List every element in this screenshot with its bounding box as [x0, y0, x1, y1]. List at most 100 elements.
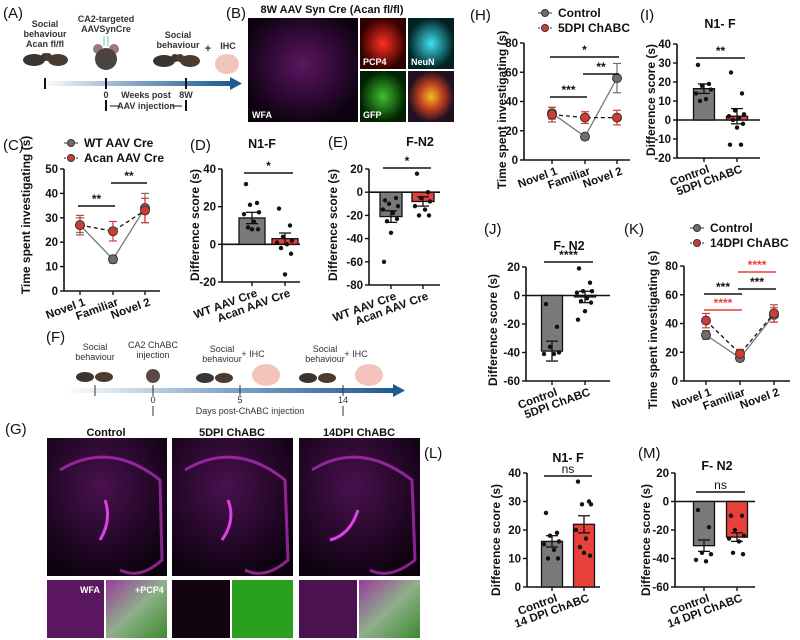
merge-inset-14dpi — [359, 580, 420, 638]
brain-icon — [355, 364, 383, 386]
y-tick-label: 20 — [505, 126, 518, 138]
timeline-bar — [65, 388, 395, 393]
significance-label: * — [405, 154, 410, 168]
legend-marker — [67, 154, 75, 162]
data-point — [276, 206, 282, 211]
merge-inset-5dpi — [232, 580, 293, 638]
data-point — [706, 81, 712, 87]
y-tick-label: 60 — [665, 290, 678, 302]
wfa-inset-14dpi — [299, 580, 357, 638]
legend-marker — [541, 24, 549, 32]
significance-label: ns — [562, 462, 575, 476]
step-label: CA2-targeted — [78, 14, 135, 24]
y-tick-label: -40 — [346, 234, 363, 246]
data-point — [556, 350, 562, 355]
data-point — [738, 142, 744, 147]
data-point — [280, 234, 286, 239]
data-point — [278, 245, 284, 251]
data-point — [587, 280, 593, 285]
legend-label: 5DPI ChABC — [558, 21, 630, 35]
data-point — [612, 112, 622, 123]
images-g: Control 5DPI ChABC 14DPI ChABC WFA +PCP4 — [47, 427, 420, 638]
legend-marker — [541, 9, 549, 17]
column-title: Control — [86, 427, 125, 439]
step-label: Social — [83, 342, 108, 352]
step-label: behaviour — [202, 354, 242, 364]
data-point — [703, 96, 709, 102]
panel-label-d: (D) — [190, 137, 211, 154]
data-point — [701, 315, 711, 326]
y-tick-label: 0 — [357, 187, 363, 199]
panel-label-a: (A) — [3, 5, 23, 22]
significance-label: * — [582, 43, 587, 57]
data-point — [580, 289, 586, 294]
y-axis-label: Time spent investigating (s) — [495, 31, 509, 189]
data-point — [543, 301, 549, 307]
data-point — [579, 502, 585, 507]
y-tick-label: -40 — [503, 348, 520, 360]
column-title: 14DPI ChABC — [323, 427, 395, 439]
data-point — [282, 272, 288, 277]
data-point — [584, 296, 590, 301]
wfa-inset-control — [47, 580, 104, 638]
panel-label-b: (B) — [226, 5, 246, 22]
data-point — [708, 87, 714, 92]
significance-label: **** — [559, 248, 578, 262]
schematic-a: Social behaviour Acan fl/fl CA2-targeted… — [23, 14, 242, 111]
step-label: Social — [210, 344, 235, 354]
data-point — [554, 530, 560, 536]
data-point — [612, 73, 622, 84]
data-point — [575, 317, 581, 322]
legend-label: Acan AAV Cre — [84, 151, 164, 165]
y-tick-label: 40 — [45, 188, 58, 200]
data-point — [739, 513, 745, 518]
span-label: AAV injection — [117, 101, 175, 111]
data-point — [695, 507, 701, 513]
data-point — [577, 544, 583, 550]
data-point — [734, 125, 740, 130]
chart-title: F- N2 — [553, 239, 584, 253]
y-tick-label: -60 — [652, 582, 669, 594]
mouse-head-icon — [93, 36, 119, 70]
data-point — [274, 240, 280, 245]
data-point — [695, 62, 701, 68]
y-tick-label: 20 — [665, 347, 678, 359]
image-label: GFP — [363, 110, 382, 120]
mouse-icon — [196, 373, 233, 383]
data-point — [736, 115, 742, 121]
span-label: Weeks post — [121, 90, 171, 100]
chart-title: F-N2 — [406, 135, 434, 149]
bar — [725, 500, 749, 538]
data-point — [578, 299, 584, 304]
data-point — [728, 513, 734, 518]
data-point — [416, 213, 422, 218]
panel-label-c: (C) — [3, 137, 24, 154]
images-b: 8W AAV Syn Cre (Acan fl/fl) WFA PCP4 Neu… — [248, 4, 454, 122]
data-point — [249, 227, 255, 232]
significance-label: **** — [714, 296, 733, 310]
gfp-image — [360, 71, 406, 122]
y-tick-label: 0 — [514, 291, 520, 303]
data-point — [699, 550, 705, 555]
mouse-icon — [153, 54, 179, 67]
significance-label: ns — [714, 478, 727, 492]
data-point — [284, 242, 290, 247]
data-point — [108, 254, 118, 265]
wfa-inset-5dpi — [172, 580, 230, 638]
data-point — [728, 70, 734, 75]
tick-label: 5 — [237, 395, 242, 405]
data-point — [701, 330, 711, 340]
data-point — [730, 117, 736, 123]
step-label: CA2 ChABC — [128, 340, 179, 350]
step-label: Acan fl/fl — [26, 39, 64, 49]
data-point — [394, 216, 400, 222]
significance-label: **** — [748, 258, 767, 272]
data-point — [732, 527, 738, 533]
